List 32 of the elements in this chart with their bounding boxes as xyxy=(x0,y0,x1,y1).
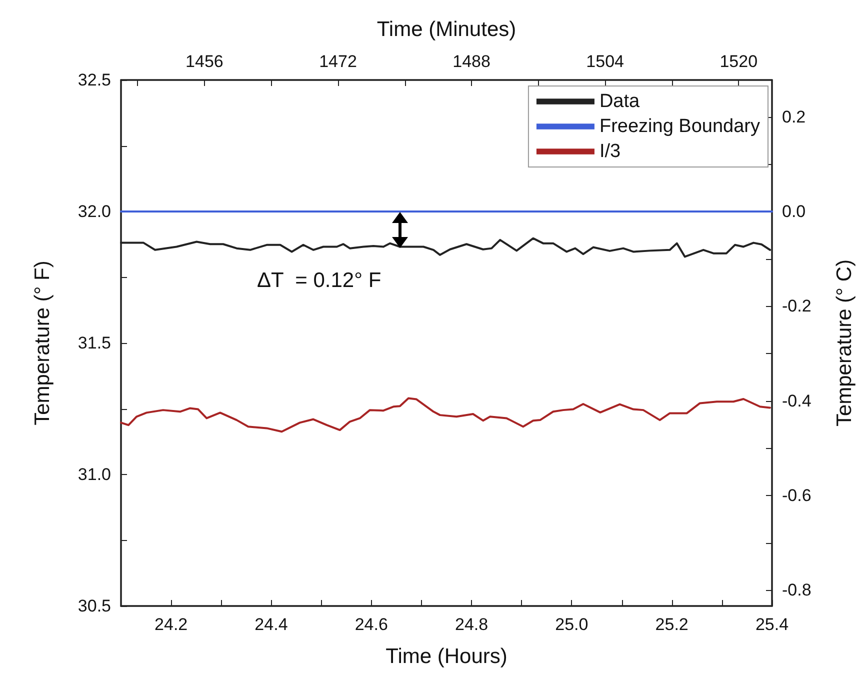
x2-tick-label: 1488 xyxy=(452,52,490,71)
legend-label: Data xyxy=(599,91,640,112)
x2-tick-label: 1456 xyxy=(186,52,224,71)
y-tick-label: 30.5 xyxy=(78,596,111,616)
x-tick-label: 24.4 xyxy=(254,615,288,634)
y-axis-title: Temperature (° F) xyxy=(31,260,54,426)
x-axis-title: Time (Hours) xyxy=(386,645,508,668)
y2-tick-label: 0.2 xyxy=(782,107,806,126)
y2-tick-label: -0.8 xyxy=(782,580,812,600)
y2-tick-label: -0.4 xyxy=(782,391,812,410)
x2-axis-title: Time (Minutes) xyxy=(376,18,516,41)
x-tick-label: 25.0 xyxy=(555,615,588,634)
y-tick-label: 32.0 xyxy=(78,202,111,221)
y2-tick-label: 0.0 xyxy=(782,202,806,222)
y-tick-label: 31.5 xyxy=(78,334,111,352)
y2-tick-label: -0.6 xyxy=(782,486,812,506)
legend-label: I/3 xyxy=(599,141,621,162)
x-tick-label: 24.2 xyxy=(154,615,188,634)
y-tick-label: 31.0 xyxy=(78,465,111,484)
y2-axis-title: Temperature (° C) xyxy=(833,259,856,427)
x-tick-label: 25.2 xyxy=(655,615,688,634)
y2-tick-label: -0.2 xyxy=(782,296,812,316)
line-series xyxy=(120,397,771,433)
annotation: ΔT = 0.12° F xyxy=(257,269,382,292)
legend-label: Freezing Boundary xyxy=(599,116,760,137)
x-tick-label: 24.6 xyxy=(354,615,388,634)
x-tick-label: 24.8 xyxy=(454,615,488,634)
y-tick-label: 32.5 xyxy=(78,70,111,90)
x-tick-label: 25.4 xyxy=(755,615,789,634)
x2-tick-label: 1472 xyxy=(319,52,357,71)
x2-tick-label: 1520 xyxy=(720,52,758,71)
x2-tick-label: 1504 xyxy=(586,52,624,71)
